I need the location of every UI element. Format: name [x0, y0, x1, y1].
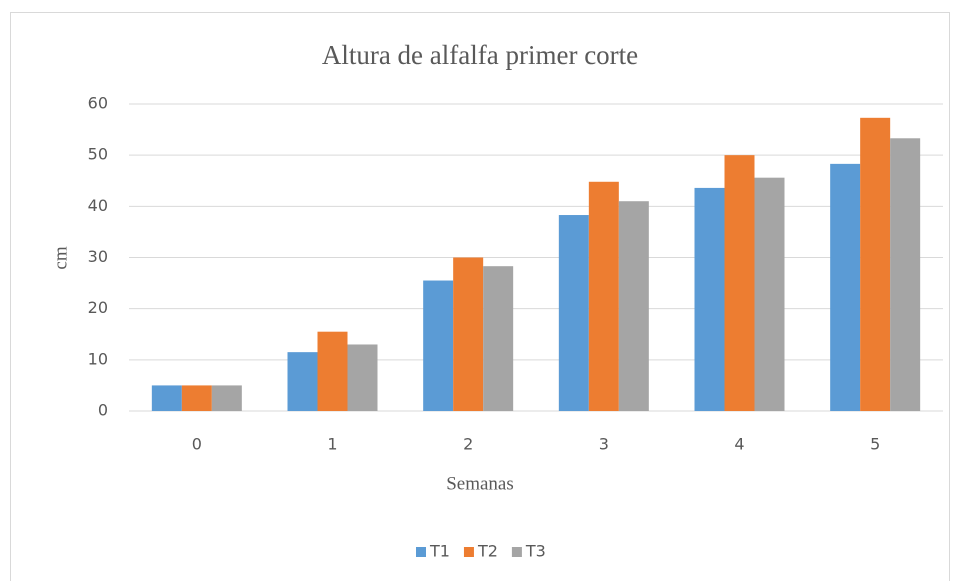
bar: [423, 280, 454, 411]
bar: [558, 215, 589, 411]
x-tick-label: 2: [463, 435, 473, 454]
y-tick-label: 0: [98, 401, 108, 420]
legend-swatch: [511, 547, 522, 557]
x-tick-label: 0: [192, 435, 202, 454]
x-tick-label: 3: [599, 435, 609, 454]
chart-title: Altura de alfalfa primer corte: [322, 40, 638, 70]
legend-swatch: [416, 547, 426, 557]
bar: [287, 352, 318, 411]
legend-label: T3: [525, 542, 546, 561]
bar: [483, 266, 514, 411]
bar: [347, 344, 378, 411]
y-tick-label: 60: [88, 94, 108, 113]
bar: [151, 385, 182, 411]
bar: [211, 385, 242, 411]
y-axis-label: cm: [50, 246, 71, 269]
bar: [830, 163, 861, 411]
y-tick-label: 30: [88, 247, 108, 266]
bar: [317, 331, 348, 411]
y-tick-label: 20: [88, 298, 108, 317]
x-tick-label: 1: [327, 435, 337, 454]
x-axis-label: Semanas: [446, 473, 514, 494]
bar: [181, 385, 212, 411]
bar: [694, 187, 725, 411]
legend-label: T1: [429, 542, 450, 561]
x-tick-label: 5: [870, 435, 880, 454]
bar: [453, 257, 484, 411]
legend-label: T2: [477, 542, 498, 561]
bar: [860, 117, 891, 411]
bar: [724, 155, 755, 411]
x-tick-label: 4: [734, 435, 744, 454]
bar: [754, 177, 785, 411]
y-tick-label: 10: [88, 349, 108, 368]
bar: [588, 181, 619, 411]
bar: [618, 201, 649, 411]
legend-swatch: [463, 547, 474, 557]
bar: [890, 138, 921, 411]
y-tick-label: 40: [88, 196, 108, 215]
y-tick-label: 50: [88, 145, 108, 164]
